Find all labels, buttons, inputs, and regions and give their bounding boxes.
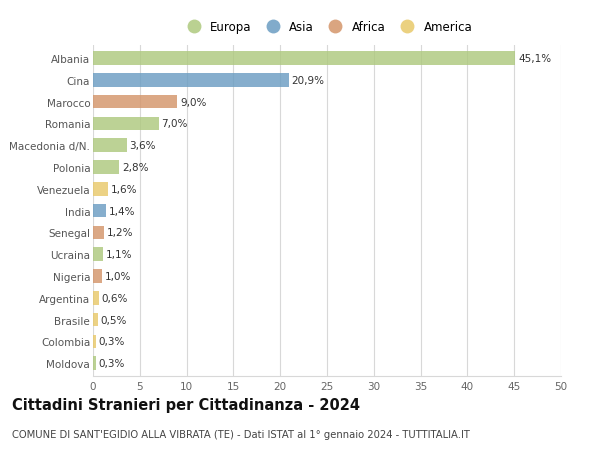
Text: 1,4%: 1,4%	[109, 206, 136, 216]
Text: 0,6%: 0,6%	[101, 293, 128, 303]
Text: 20,9%: 20,9%	[292, 76, 325, 86]
Bar	[93, 313, 98, 327]
Bar	[93, 74, 289, 87]
Bar	[93, 183, 108, 196]
Text: 2,8%: 2,8%	[122, 162, 149, 173]
Text: 1,1%: 1,1%	[106, 250, 133, 260]
Bar	[93, 52, 515, 66]
Bar	[93, 95, 177, 109]
Text: 7,0%: 7,0%	[161, 119, 188, 129]
Text: 0,3%: 0,3%	[98, 336, 125, 347]
Text: 0,5%: 0,5%	[100, 315, 127, 325]
Bar	[93, 161, 119, 174]
Bar	[93, 204, 106, 218]
Text: 1,6%: 1,6%	[111, 185, 137, 195]
Legend: Europa, Asia, Africa, America: Europa, Asia, Africa, America	[179, 19, 475, 37]
Bar	[93, 291, 98, 305]
Text: 3,6%: 3,6%	[130, 141, 156, 151]
Bar	[93, 118, 158, 131]
Text: COMUNE DI SANT'EGIDIO ALLA VIBRATA (TE) - Dati ISTAT al 1° gennaio 2024 - TUTTIT: COMUNE DI SANT'EGIDIO ALLA VIBRATA (TE) …	[12, 429, 470, 439]
Bar	[93, 248, 103, 261]
Bar	[93, 269, 103, 283]
Text: 1,2%: 1,2%	[107, 228, 134, 238]
Text: Cittadini Stranieri per Cittadinanza - 2024: Cittadini Stranieri per Cittadinanza - 2…	[12, 397, 360, 412]
Bar	[93, 357, 96, 370]
Text: 45,1%: 45,1%	[518, 54, 551, 64]
Bar	[93, 139, 127, 153]
Bar	[93, 335, 96, 348]
Bar	[93, 226, 104, 240]
Text: 1,0%: 1,0%	[105, 271, 131, 281]
Text: 0,3%: 0,3%	[98, 358, 125, 368]
Text: 9,0%: 9,0%	[180, 97, 206, 107]
